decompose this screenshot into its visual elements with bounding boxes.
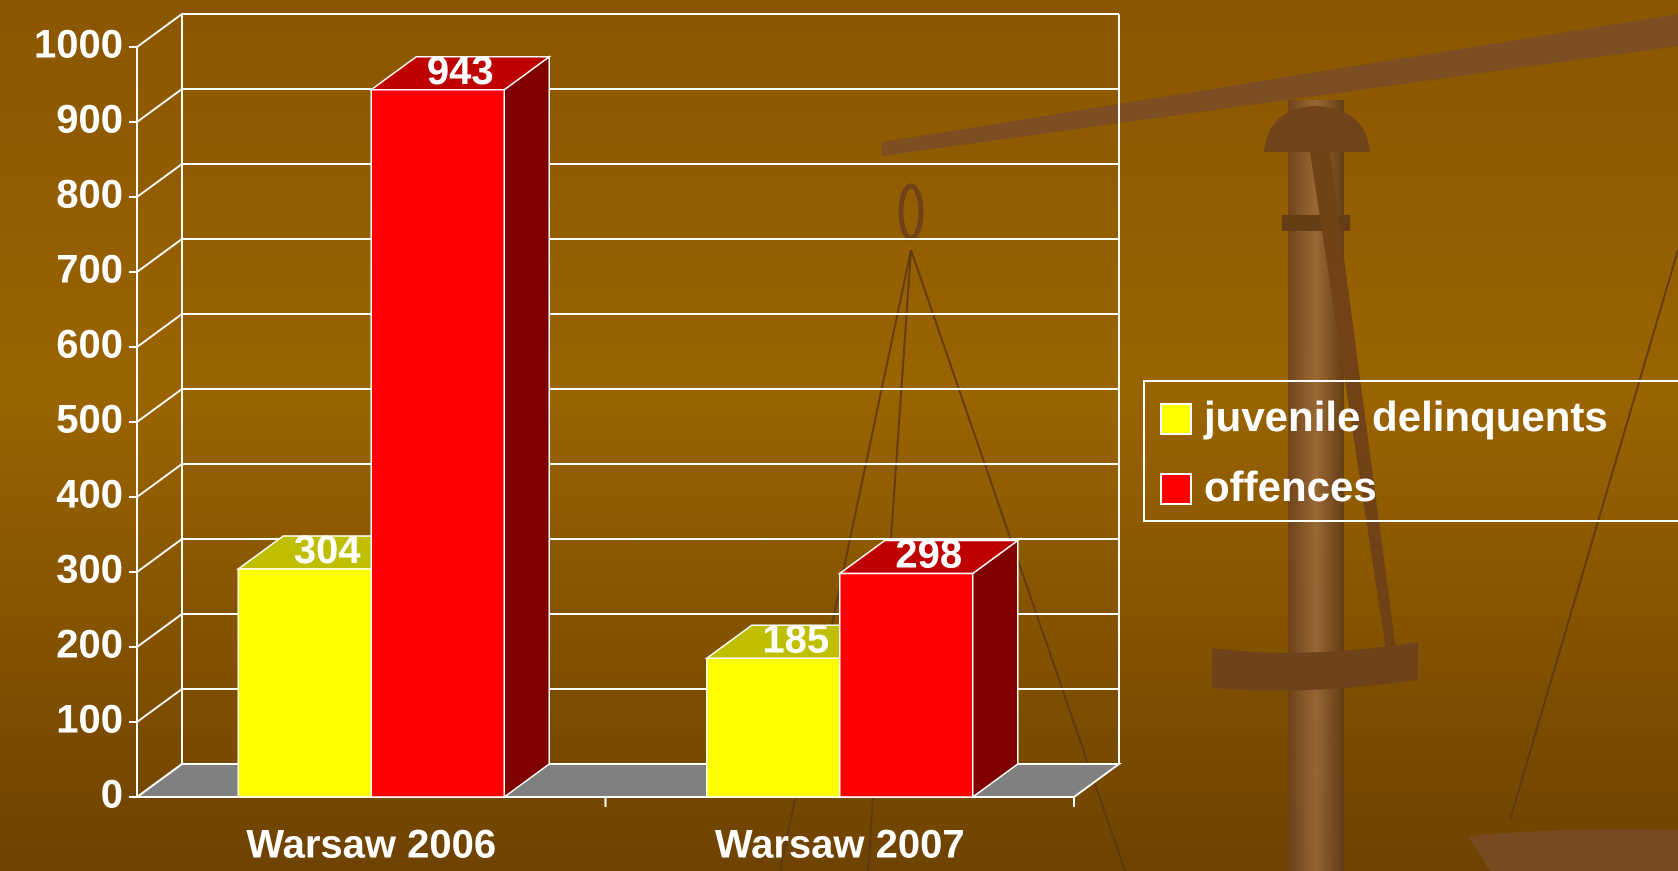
value-label: 298 (895, 533, 962, 577)
y-tick-label: 200 (56, 623, 123, 667)
x-tick-label: Warsaw 2006 (246, 823, 496, 867)
y-tick-label: 100 (56, 698, 123, 742)
legend-label: offences (1204, 463, 1377, 510)
x-tick-label: Warsaw 2007 (715, 823, 965, 867)
y-tick-label: 600 (56, 323, 123, 367)
y-tick-label: 800 (56, 173, 123, 217)
value-label: 943 (427, 49, 494, 93)
legend-label: juvenile delinquents (1203, 393, 1608, 440)
bar (371, 90, 504, 797)
bar (238, 569, 371, 797)
y-tick-label: 900 (56, 98, 123, 142)
value-label: 304 (294, 528, 361, 572)
y-tick-label: 300 (56, 548, 123, 592)
y-tick-label: 400 (56, 473, 123, 517)
page: {"chart_data": {"type": "bar3d", "catego… (0, 0, 1678, 871)
y-tick-label: 1000 (34, 23, 123, 67)
bar-side (504, 57, 549, 797)
bar (840, 574, 973, 798)
legend-swatch (1161, 404, 1191, 434)
bar-side (973, 541, 1018, 798)
bar (707, 658, 840, 797)
value-label: 185 (762, 617, 829, 661)
legend-swatch (1161, 474, 1191, 504)
chart: 0 100 200 300 400 500 600 700 800 900 1000 304 943 18… (0, 0, 1678, 871)
y-tick-label: 500 (56, 398, 123, 442)
y-tick-label: 0 (101, 773, 123, 817)
y-tick-label: 700 (56, 248, 123, 292)
